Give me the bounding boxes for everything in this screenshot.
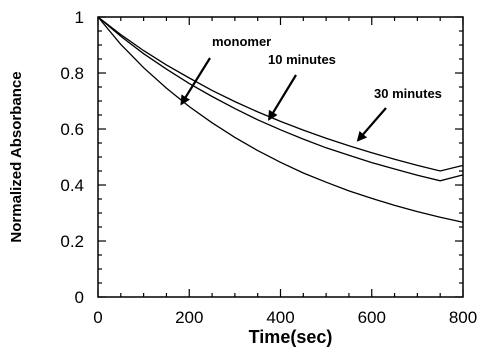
y-tick-label: 0.6 [60, 120, 84, 139]
x-tick-label: 800 [449, 308, 477, 327]
x-axis-title: Time(sec) [249, 327, 333, 347]
series-line-1 [97, 16, 464, 223]
annotation-arrow [356, 107, 387, 142]
y-tick-label: 1 [75, 8, 84, 27]
annotation-arrow [268, 74, 297, 121]
annotation-arrow [180, 57, 211, 106]
x-tick-label: 400 [266, 308, 294, 327]
x-tick-labels: 0 200 400 600 800 [93, 308, 477, 327]
annotations: monomer 10 minutes 30 minutes [180, 34, 442, 142]
y-tick-label: 0.4 [60, 176, 84, 195]
x-tick-label: 200 [175, 308, 203, 327]
annotation-label: 10 minutes [268, 52, 336, 67]
y-tick-label: 0 [75, 288, 84, 307]
x-tick-label: 600 [358, 308, 386, 327]
y-tick-label: 0.8 [60, 64, 84, 83]
series-line-3 [97, 16, 464, 172]
annotation-label: 30 minutes [374, 86, 442, 101]
y-tick-labels: 0 0.2 0.4 0.6 0.8 1 [60, 8, 84, 307]
y-tick-label: 0.2 [60, 232, 84, 251]
tick-marks [97, 16, 464, 298]
y-axis-title: Normalized Absorbance [8, 71, 25, 242]
annotation-label: monomer [212, 34, 271, 49]
x-tick-label: 0 [93, 308, 102, 327]
series-lines [97, 16, 464, 223]
series-line-2 [97, 16, 464, 182]
